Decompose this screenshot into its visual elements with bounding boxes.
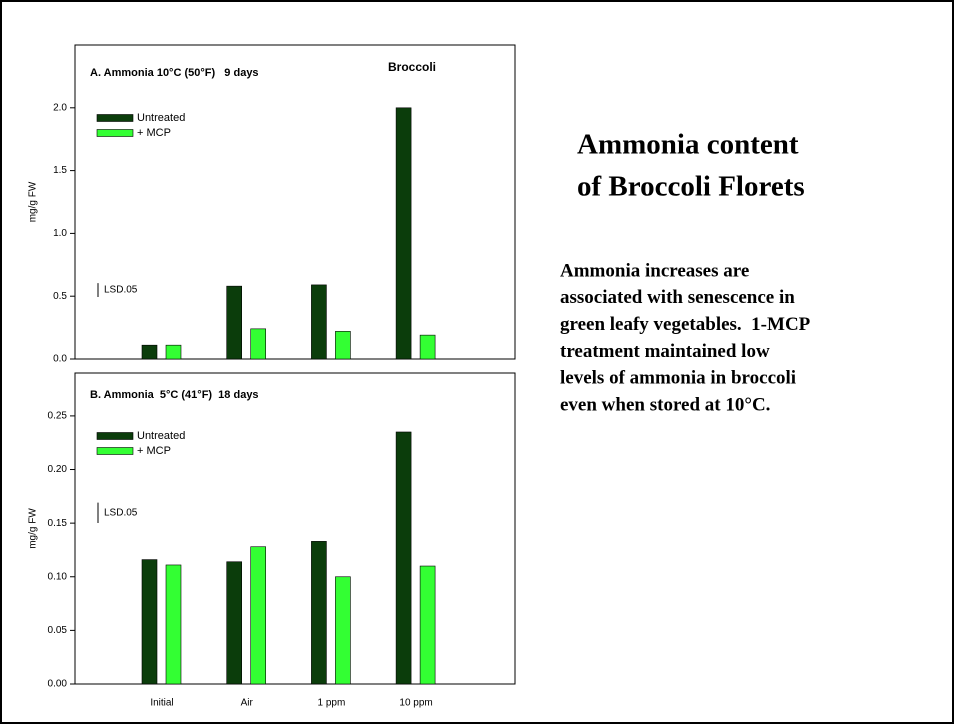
x-tick-label: Air — [241, 698, 254, 709]
legend-label: + MCP — [137, 445, 171, 457]
bar — [165, 564, 182, 685]
plot-frame — [74, 372, 516, 685]
y-axis-label: mg/g FW — [28, 181, 39, 222]
bar — [335, 576, 351, 685]
slide-body: Ammonia increases are — [560, 260, 749, 281]
slide-body: green leafy vegetables. 1-MCP — [560, 314, 811, 335]
legend-label: Untreated — [137, 112, 185, 124]
bar — [419, 334, 436, 360]
legend-label: Untreated — [137, 430, 185, 442]
legend-swatch — [96, 432, 134, 440]
slide-heading: Ammonia content — [577, 129, 799, 161]
chart-title: A. Ammonia 10°C (50°F) 9 days — [90, 67, 259, 79]
bar — [335, 331, 351, 360]
x-tick-label: 10 ppm — [399, 698, 432, 709]
chart-title: B. Ammonia 5°C (41°F) 18 days — [90, 389, 259, 401]
y-tick-label: 2.0 — [53, 102, 67, 113]
annotation: Broccoli — [388, 60, 436, 74]
y-tick-label: 0.15 — [48, 518, 68, 529]
lsd-label: LSD.05 — [104, 507, 138, 518]
x-tick-label: Initial — [150, 698, 173, 709]
legend-label: + MCP — [137, 127, 171, 139]
legend-swatch — [96, 447, 134, 455]
legend-swatch — [96, 114, 134, 122]
y-tick-label: 0.25 — [48, 411, 68, 422]
plot-frame — [74, 44, 516, 360]
y-tick-label: 1.0 — [53, 228, 67, 239]
slide-body: treatment maintained low — [560, 341, 770, 362]
y-tick-label: 0.00 — [48, 679, 68, 690]
bar — [395, 107, 412, 360]
slide-body: levels of ammonia in broccoli — [560, 368, 796, 389]
bar — [395, 431, 412, 685]
legend-swatch — [96, 129, 134, 137]
bar — [419, 565, 436, 685]
x-tick-label: 1 ppm — [318, 698, 346, 709]
bar — [226, 561, 242, 685]
y-tick-label: 1.5 — [53, 165, 67, 176]
bar — [250, 546, 266, 685]
lsd-label: LSD.05 — [104, 285, 138, 296]
bar — [311, 541, 327, 685]
y-tick-label: 0.10 — [48, 571, 68, 582]
bar — [141, 559, 158, 685]
bar — [311, 284, 327, 360]
bar — [250, 328, 266, 360]
slide-body: even when stored at 10°C. — [560, 394, 770, 415]
y-tick-label: 0.0 — [53, 354, 67, 365]
y-tick-label: 0.5 — [53, 291, 67, 302]
slide-body: associated with senescence in — [560, 287, 795, 308]
y-tick-label: 0.05 — [48, 625, 68, 636]
bar — [165, 344, 182, 360]
bar — [141, 344, 158, 360]
y-axis-label: mg/g FW — [28, 508, 39, 549]
y-tick-label: 0.20 — [48, 464, 68, 475]
bar — [226, 285, 242, 360]
slide-heading: of Broccoli Florets — [577, 171, 805, 203]
